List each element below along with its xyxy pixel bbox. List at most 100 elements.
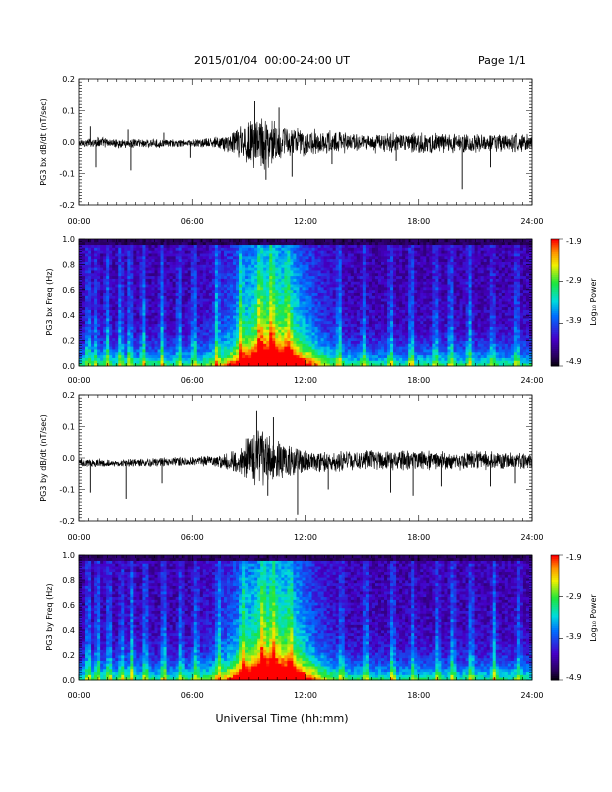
spectrogram-cell (142, 334, 146, 339)
spectrogram-cell (127, 329, 131, 333)
spectrogram-cell (100, 354, 104, 358)
spectrogram-cell (257, 303, 261, 308)
spectrogram-cell (344, 329, 349, 333)
spectrogram-cell (115, 323, 119, 327)
spectrogram-cell (88, 351, 92, 356)
spectrogram-cell (160, 275, 164, 279)
spectrogram-cell (387, 278, 391, 282)
spectrogram-cell (82, 309, 86, 313)
spectrogram-cell (190, 318, 195, 322)
spectrogram-cell (154, 286, 158, 291)
spectrogram-cell (311, 363, 315, 367)
spectrogram-cell (323, 363, 328, 367)
spectrogram-cell (187, 261, 192, 265)
spectrogram-cell (254, 323, 258, 327)
spectrogram-cell (187, 247, 192, 251)
spectrogram-cell (399, 239, 403, 243)
spectrogram-cell (317, 272, 321, 277)
spectrogram-cell (208, 334, 213, 339)
spectrogram-cell (148, 346, 152, 350)
spectrogram-cell (272, 326, 276, 330)
spectrogram-cell (278, 239, 282, 243)
spectrogram-cell (205, 323, 210, 327)
spectrogram-cell (236, 295, 240, 299)
spectrogram-cell (308, 320, 312, 325)
spectrogram-cell (163, 349, 167, 353)
spectrogram-cell (281, 247, 285, 251)
spectrogram-cell (85, 329, 89, 333)
spectrogram-cell (142, 346, 146, 350)
spectrogram-cell (205, 351, 210, 356)
spectrogram-cell (106, 250, 110, 254)
spectrogram-cell (290, 258, 294, 262)
spectrogram-cell (172, 323, 177, 327)
spectrogram-cell (293, 239, 297, 243)
spectrogram-cell (248, 272, 252, 277)
spectrogram-cell (359, 337, 364, 341)
spectrogram-cell (121, 301, 125, 305)
spectrogram-cell (368, 278, 373, 282)
spectrogram-cell (299, 334, 303, 339)
spectrogram-cell (100, 357, 104, 361)
spectrogram-cell (190, 247, 195, 251)
spectrogram-cell (242, 357, 246, 361)
spectrogram-cell (393, 292, 397, 296)
spectrogram-cell (106, 253, 110, 257)
spectrogram-cell (154, 270, 158, 274)
spectrogram-cell (223, 298, 228, 302)
spectrogram-cell (220, 270, 225, 274)
spectrogram-cell (160, 255, 164, 260)
spectrogram-cell (214, 281, 219, 285)
spectrogram-cell (263, 272, 267, 277)
spectrogram-cell (91, 267, 95, 271)
spectrogram-cell (163, 241, 167, 246)
spectrogram-cell (160, 301, 164, 305)
spectrogram-cell (148, 272, 152, 277)
spectrogram-cell (115, 320, 119, 325)
spectrogram-cell (365, 292, 370, 296)
spectrogram-cell (399, 360, 403, 364)
spectrogram-cell (166, 301, 170, 305)
spectrogram-cell (214, 337, 219, 341)
spectrogram-cell (405, 301, 409, 305)
spectrogram-cell (299, 320, 303, 325)
spectrogram-cell (187, 258, 192, 262)
spectrogram-cell (393, 272, 397, 277)
spectrogram-cell (214, 360, 219, 364)
spectrogram-cell (384, 323, 388, 327)
spectrogram-cell (344, 326, 349, 330)
spectrogram-cell (347, 272, 352, 277)
spectrogram-cell (390, 312, 394, 316)
spectrogram-cell (275, 253, 279, 257)
spectrogram-cell (362, 363, 367, 367)
spectrogram-cell (151, 298, 155, 302)
spectrogram-cell (230, 270, 234, 274)
spectrogram-cell (145, 332, 149, 336)
spectrogram-cell (112, 295, 116, 299)
spectrogram-cell (308, 349, 312, 353)
spectrogram-cell (257, 349, 261, 353)
spectrogram-cell (205, 270, 210, 274)
spectrogram-cell (211, 326, 216, 330)
spectrogram-cell (208, 301, 213, 305)
spectrogram-cell (251, 332, 255, 336)
spectrogram-cell (118, 250, 122, 254)
spectrogram-cell (387, 337, 391, 341)
spectrogram-cell (181, 298, 186, 302)
spectrogram-cell (130, 332, 134, 336)
spectrogram-cell (97, 306, 101, 310)
spectrogram-cell (154, 351, 158, 356)
spectrogram-cell (239, 329, 243, 333)
spectrogram-cell (109, 284, 113, 288)
spectrogram-cell (226, 329, 231, 333)
spectrogram-cell (402, 298, 406, 302)
spectrogram-cell (208, 323, 213, 327)
spectrogram-cell (103, 267, 107, 271)
spectrogram-cell (362, 281, 367, 285)
spectrogram-cell (163, 278, 167, 282)
spectrogram-cell (308, 303, 312, 308)
spectrogram-cell (323, 298, 328, 302)
spectrogram-cell (329, 261, 334, 265)
spectrogram-cell (130, 298, 134, 302)
spectrogram-cell (112, 323, 116, 327)
